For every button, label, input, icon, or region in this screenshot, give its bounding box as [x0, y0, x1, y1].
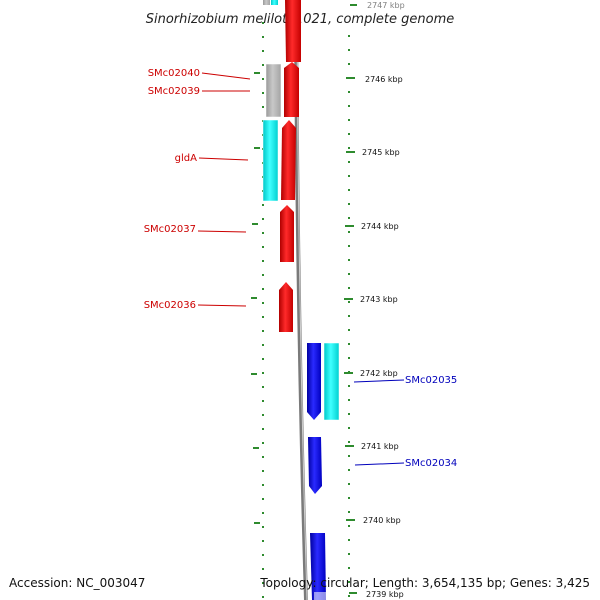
- kbp-label-2742: 2742 kbp: [360, 369, 398, 378]
- gene-label-smc02036[interactable]: SMc02036: [144, 300, 196, 311]
- forward-cds-smc02039[interactable]: [284, 62, 299, 117]
- cog-box-smc02040: [265, 63, 282, 118]
- inner-major-ticks: [251, 72, 260, 524]
- cog-box-top-cyan: [271, 0, 278, 5]
- accession-text: Accession: NC_003047: [9, 576, 145, 590]
- reverse-cds-smc02035[interactable]: [307, 343, 321, 420]
- topology-text: Topology: circular; Length: 3,654,135 bp…: [259, 576, 590, 590]
- cog-box-glda: [262, 119, 279, 202]
- kbp-label-2741: 2741 kbp: [361, 442, 399, 451]
- forward-cds-track: [279, 0, 301, 332]
- forward-cds-top[interactable]: [285, 0, 301, 62]
- gene-label-smc02037[interactable]: SMc02037: [144, 224, 196, 235]
- cog-box-top-gray: [263, 0, 270, 5]
- kbp-label-2745: 2745 kbp: [362, 148, 400, 157]
- gene-label-smc02034[interactable]: SMc02034: [405, 458, 457, 469]
- reverse-gene-labels: SMc02035 SMc02034: [353, 375, 457, 469]
- cog-track: [262, 0, 340, 421]
- kbp-label-2747: 2747 kbp: [367, 1, 405, 10]
- reverse-cds-track: [307, 343, 326, 600]
- forward-cds-smc02036[interactable]: [279, 282, 293, 332]
- gene-label-smc02035[interactable]: SMc02035: [405, 375, 457, 386]
- kbp-label-2743: 2743 kbp: [360, 295, 398, 304]
- kbp-label-2740: 2740 kbp: [363, 516, 401, 525]
- cog-box-smc02035: [323, 342, 340, 421]
- reverse-cds-bottom[interactable]: [310, 533, 326, 600]
- forward-cds-glda[interactable]: [281, 120, 296, 200]
- forward-cds-smc02037[interactable]: [280, 205, 294, 262]
- kbp-labels: 2747 kbp 2746 kbp 2745 kbp 2744 kbp 2743…: [360, 1, 405, 599]
- kbp-label-2744: 2744 kbp: [361, 222, 399, 231]
- gene-label-smc02040[interactable]: SMc02040: [148, 68, 200, 79]
- kbp-label-2739: 2739 kbp: [366, 590, 404, 599]
- reverse-cds-smc02034[interactable]: [308, 437, 322, 494]
- gene-label-glda[interactable]: gldA: [175, 153, 197, 164]
- kbp-label-2746: 2746 kbp: [365, 75, 403, 84]
- gene-label-smc02039[interactable]: SMc02039: [148, 86, 200, 97]
- forward-gene-labels: SMc02040 SMc02039 gldA SMc02037 SMc02036: [144, 68, 251, 311]
- outer-major-ticks: [344, 4, 357, 594]
